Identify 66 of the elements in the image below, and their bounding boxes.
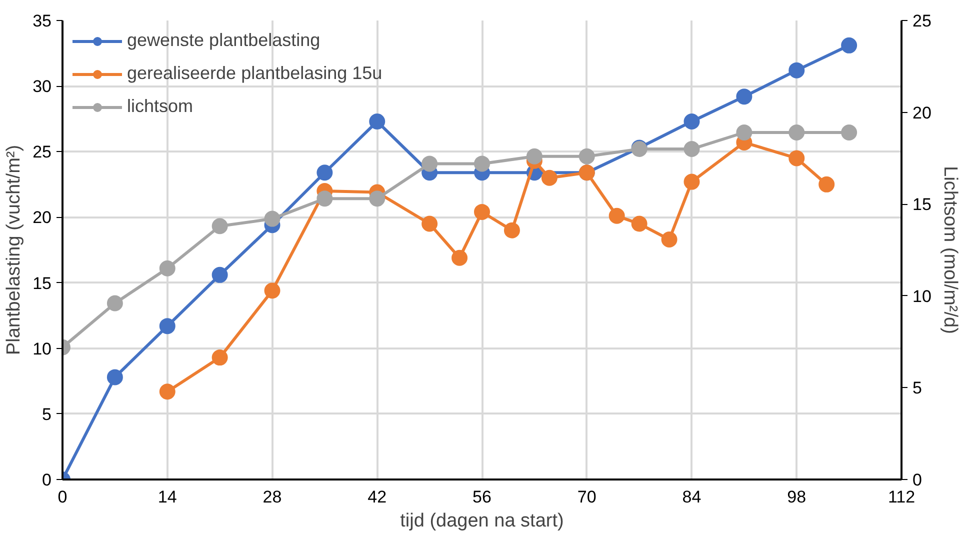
y-tick-label: 5 (42, 404, 52, 424)
x-axis-title: tijd (dagen na start) (400, 510, 564, 532)
x-tick-label: 70 (577, 488, 596, 506)
point (316, 164, 333, 181)
y-tick-label: 15 (32, 274, 52, 293)
y2-tick-label: 25 (912, 12, 932, 30)
point (159, 318, 176, 334)
y2-tick-label: 20 (912, 103, 932, 122)
x-tick-label: 112 (888, 488, 916, 506)
point (661, 232, 678, 248)
point (788, 62, 805, 78)
y2-tick-label: 5 (912, 378, 922, 398)
point (422, 216, 438, 232)
point (316, 190, 333, 207)
y2-tick-label: 0 (912, 470, 922, 490)
point (212, 266, 228, 283)
point (684, 113, 700, 130)
point (264, 282, 280, 299)
point (608, 208, 625, 224)
legend-label: gewenste plantbelasting (127, 30, 320, 51)
point (684, 174, 700, 190)
point (631, 216, 648, 232)
x-tick-label: 14 (158, 488, 177, 506)
point (474, 156, 490, 172)
y2-tick-label: 10 (912, 286, 932, 306)
point (818, 176, 835, 192)
point (212, 350, 228, 366)
y-tick-label: 20 (32, 208, 52, 228)
y-tick-label: 0 (42, 470, 52, 490)
y-tick-label: 10 (32, 339, 52, 358)
x-tick-label: 56 (472, 488, 492, 506)
point (841, 37, 858, 54)
point (736, 124, 752, 140)
point (264, 210, 280, 227)
point (541, 170, 558, 186)
point (578, 148, 595, 164)
point (684, 141, 700, 158)
point (422, 156, 438, 172)
point (788, 124, 805, 140)
y-tick-label: 35 (32, 12, 52, 30)
legend-label: gerealiseerde plantbelasing 15u (127, 63, 382, 84)
y2-tick-label: 15 (912, 195, 932, 214)
point (452, 250, 468, 266)
x-tick-label: 28 (262, 488, 282, 506)
point (106, 295, 123, 312)
point (474, 204, 490, 220)
point (526, 148, 542, 164)
y-tick-label: 25 (32, 142, 52, 162)
point (369, 113, 386, 130)
x-tick-label: 98 (787, 488, 806, 506)
x-tick-label: 84 (682, 488, 702, 506)
legend-label: lichtsom (127, 96, 194, 117)
point (106, 369, 123, 386)
point (212, 218, 228, 234)
point (159, 260, 176, 276)
x-tick-label: 0 (58, 488, 68, 506)
x-tick-label: 42 (368, 488, 387, 506)
y2-axis-title: Lichtsom (mol/m²/d) (939, 166, 960, 334)
point (159, 384, 176, 400)
point (788, 150, 805, 166)
y-axis-title: Plantbelasting (vucht/m²) (4, 144, 25, 356)
y-tick-label: 30 (32, 77, 52, 96)
point (841, 124, 858, 140)
point (736, 88, 752, 105)
point (369, 190, 386, 207)
point (504, 222, 520, 238)
